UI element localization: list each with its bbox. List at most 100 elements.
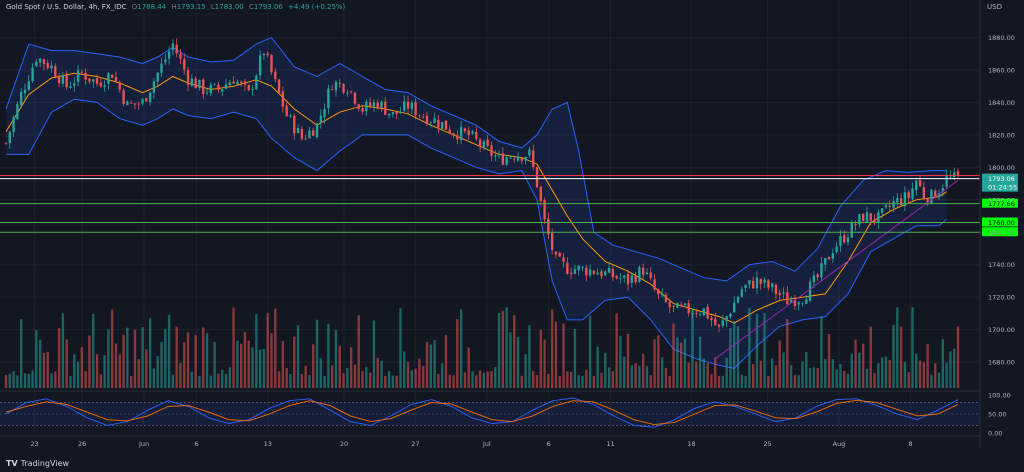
candle-body	[740, 289, 743, 297]
candle-body	[274, 71, 277, 80]
candle-body	[585, 267, 588, 276]
candle-body	[12, 117, 15, 132]
candle-body	[209, 84, 212, 94]
volume-bar	[262, 348, 266, 388]
candle-body	[566, 262, 569, 274]
candle-body	[869, 213, 872, 221]
volume-bar	[478, 370, 482, 388]
candle-body	[899, 198, 903, 206]
candle-body	[827, 257, 831, 260]
time-tick-label: 11	[606, 440, 614, 448]
candle-body	[319, 115, 322, 123]
volume-bar	[31, 370, 34, 388]
candle-body	[27, 81, 30, 90]
volume-bar	[907, 372, 910, 388]
candle-body	[748, 280, 751, 285]
candle-body	[729, 313, 732, 317]
volume-bar	[54, 371, 57, 388]
volume-bar	[475, 375, 478, 388]
candle-body	[213, 83, 216, 85]
candle-body	[327, 88, 330, 109]
candle-body	[664, 294, 668, 302]
candle-body	[334, 81, 338, 91]
candle-body	[148, 92, 152, 102]
volume-bar	[247, 340, 250, 388]
candle-body	[42, 59, 46, 65]
volume-bar	[634, 363, 637, 388]
time-tick-label: 6	[547, 440, 551, 448]
volume-bar	[642, 353, 645, 388]
volume-bar	[581, 375, 584, 388]
volume-bar	[744, 375, 747, 388]
volume-bar	[865, 368, 869, 388]
candle-body	[251, 88, 254, 90]
candle-body	[406, 101, 410, 109]
candle-body	[16, 104, 19, 119]
volume-bar	[361, 370, 364, 388]
candle-body	[76, 70, 80, 82]
candle-body	[478, 139, 482, 147]
candle-body	[137, 103, 140, 105]
candle-body	[880, 208, 884, 213]
volume-bar	[535, 374, 539, 388]
candle-body	[509, 157, 512, 159]
volume-bar	[372, 320, 376, 388]
volume-bar	[61, 313, 65, 388]
candle-body	[239, 81, 243, 83]
volume-bar	[126, 327, 129, 388]
volume-bar	[441, 363, 444, 388]
candle-body	[660, 294, 664, 295]
volume-bar	[615, 313, 618, 388]
volume-bar	[611, 371, 615, 388]
volume-bar	[433, 339, 436, 388]
ohlc-high-label: H	[171, 3, 177, 11]
candle-body	[528, 149, 531, 156]
candle-body	[550, 233, 554, 250]
price-tick-label: 1720.00	[988, 294, 1015, 302]
price-tick-label: 1840.00	[988, 99, 1015, 107]
candle-body	[918, 179, 922, 187]
volume-bar	[911, 307, 914, 388]
candle-body	[569, 272, 573, 274]
volume-bar	[285, 367, 288, 388]
volume-bar	[243, 331, 247, 388]
candle-body	[145, 98, 148, 102]
volume-bar	[691, 310, 694, 388]
volume-bar	[725, 357, 728, 388]
trendlines	[714, 179, 959, 360]
candle-body	[752, 280, 755, 289]
candle-body	[562, 257, 565, 262]
volume-bar	[801, 361, 804, 388]
volume-bar	[380, 360, 383, 388]
currency-label: USD	[987, 3, 1002, 11]
candle-body	[653, 279, 656, 290]
volume-bar	[877, 362, 880, 388]
candle-body	[786, 292, 789, 305]
candle-body	[232, 81, 235, 84]
volume-bar	[812, 367, 816, 388]
volume-bar	[740, 374, 743, 388]
volume-bar	[816, 367, 819, 388]
candle-body	[607, 267, 611, 273]
stoch-d-line	[5, 399, 959, 426]
volume-bar	[429, 344, 432, 388]
candle-body	[349, 91, 353, 93]
candle-body	[850, 222, 853, 238]
candle-body	[524, 156, 527, 161]
volume-bar	[532, 370, 535, 388]
candle-body	[497, 154, 501, 156]
volume-bar	[892, 325, 895, 388]
volume-bar	[171, 374, 175, 388]
candle-body	[634, 276, 637, 283]
candle-body	[293, 115, 296, 134]
candle-body	[57, 77, 61, 84]
volume-bar	[221, 369, 224, 388]
volume-bar	[490, 371, 493, 388]
volume-bar	[937, 372, 941, 388]
candle-body	[516, 156, 520, 161]
volume-bar	[232, 307, 235, 388]
volume-bar	[873, 373, 876, 388]
candle-body	[331, 89, 334, 91]
volume-bar	[122, 334, 125, 388]
